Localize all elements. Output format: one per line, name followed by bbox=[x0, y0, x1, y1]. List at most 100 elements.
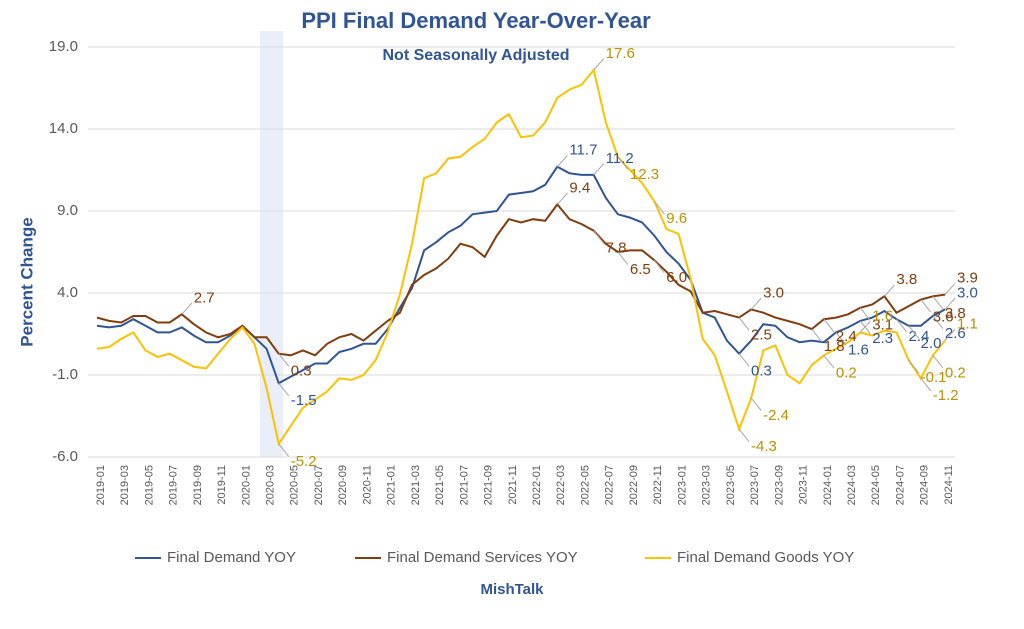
y-tick-label: 4.0 bbox=[57, 284, 78, 301]
x-tick-label: 2024-09 bbox=[919, 465, 931, 505]
leader-line bbox=[859, 307, 871, 321]
source: MishTalk bbox=[480, 581, 544, 598]
x-tick-label: 2023-01 bbox=[676, 465, 688, 505]
leader-line bbox=[811, 328, 823, 342]
x-tick-label: 2021-05 bbox=[434, 465, 446, 505]
data-label: -4.3 bbox=[751, 438, 777, 455]
leader-line bbox=[653, 259, 665, 274]
data-label: 6.0 bbox=[666, 269, 687, 286]
data-label: 0.3 bbox=[291, 363, 312, 380]
leader-line bbox=[750, 297, 762, 310]
x-tick-label: 2019-01 bbox=[95, 465, 107, 505]
y-tick-label: 9.0 bbox=[57, 202, 78, 219]
data-label: 1.1 bbox=[957, 316, 978, 333]
leader-line bbox=[738, 317, 750, 331]
leader-line bbox=[823, 355, 835, 369]
leader-line bbox=[593, 163, 605, 176]
x-tick-label: 2024-07 bbox=[894, 465, 906, 505]
leader-line bbox=[750, 397, 762, 411]
data-label: 2.5 bbox=[751, 327, 772, 344]
data-label: 3.8 bbox=[896, 271, 917, 288]
data-label: 9.4 bbox=[569, 179, 590, 196]
data-label: 3.8 bbox=[945, 305, 966, 322]
y-axis-label: Percent Change bbox=[17, 217, 36, 346]
data-label: 6.5 bbox=[630, 261, 651, 278]
data-label: 3.6 bbox=[933, 309, 954, 326]
x-tick-label: 2024-01 bbox=[822, 465, 834, 505]
data-label: 2.7 bbox=[194, 289, 215, 306]
leader-line bbox=[738, 428, 750, 443]
data-label: 0.2 bbox=[836, 364, 857, 381]
data-label: 2.6 bbox=[945, 325, 966, 342]
data-label: -5.2 bbox=[291, 453, 317, 470]
x-tick-label: 2019-03 bbox=[119, 465, 131, 505]
data-label: 3.0 bbox=[763, 284, 784, 301]
x-tick-label: 2019-09 bbox=[192, 465, 204, 505]
x-tick-label: 2022-11 bbox=[652, 465, 664, 505]
y-tick-label: 14.0 bbox=[49, 120, 78, 137]
data-label: -2.4 bbox=[763, 407, 789, 424]
x-tick-label: 2019-05 bbox=[143, 465, 155, 505]
leader-line bbox=[944, 297, 956, 310]
data-label: 7.8 bbox=[606, 240, 627, 257]
data-label: -0.1 bbox=[921, 369, 947, 386]
leader-line bbox=[908, 359, 920, 374]
series-line bbox=[96, 202, 946, 357]
legend-label: Final Demand Services YOY bbox=[387, 549, 578, 566]
leader-line bbox=[278, 382, 290, 397]
chart-subtitle: Not Seasonally Adjusted bbox=[383, 47, 570, 64]
leader-line bbox=[556, 192, 568, 205]
leader-line bbox=[617, 251, 629, 265]
leader-line bbox=[653, 200, 665, 215]
data-label: 9.6 bbox=[666, 210, 687, 227]
data-label: 1.6 bbox=[872, 307, 893, 324]
x-tick-label: 2021-09 bbox=[483, 465, 495, 505]
x-tick-label: 2020-07 bbox=[313, 465, 325, 505]
x-tick-label: 2023-09 bbox=[773, 465, 785, 505]
leader-line bbox=[932, 355, 944, 369]
x-tick-label: 2021-03 bbox=[410, 465, 422, 505]
leader-line bbox=[908, 325, 920, 339]
leader-line bbox=[859, 320, 871, 333]
y-tick-label: -1.0 bbox=[52, 366, 78, 383]
leader-line bbox=[932, 295, 944, 310]
x-tick-label: 2022-07 bbox=[604, 465, 616, 505]
leader-line bbox=[617, 156, 629, 170]
data-label: 0.2 bbox=[945, 364, 966, 381]
leader-line bbox=[593, 230, 605, 244]
x-tick-label: 2020-03 bbox=[265, 465, 277, 505]
data-label: -1.5 bbox=[291, 392, 317, 409]
leader-line bbox=[896, 318, 907, 333]
x-tick-label: 2020-09 bbox=[337, 465, 349, 505]
leader-line bbox=[593, 58, 605, 71]
legend-label: Final Demand Goods YOY bbox=[677, 549, 854, 566]
leader-line bbox=[920, 377, 932, 392]
x-tick-label: 2019-11 bbox=[216, 465, 228, 505]
x-tick-label: 2021-07 bbox=[458, 465, 470, 505]
y-tick-label: -6.0 bbox=[52, 448, 78, 465]
leader-line bbox=[920, 299, 932, 313]
x-tick-label: 2021-01 bbox=[386, 465, 398, 505]
leader-line bbox=[556, 155, 568, 168]
leader-line bbox=[738, 353, 750, 367]
legend-label: Final Demand YOY bbox=[167, 549, 296, 566]
data-label: -1.2 bbox=[933, 387, 959, 404]
leader-line bbox=[278, 353, 290, 367]
data-label: 17.6 bbox=[606, 45, 635, 62]
data-label: 11.7 bbox=[569, 142, 597, 159]
leader-line bbox=[835, 332, 847, 346]
x-tick-label: 2023-03 bbox=[701, 465, 713, 505]
leader-line bbox=[823, 318, 835, 333]
series-line bbox=[96, 165, 946, 385]
leader-line bbox=[278, 443, 290, 457]
x-tick-label: 2020-05 bbox=[289, 465, 301, 505]
x-tick-label: 2019-07 bbox=[168, 465, 180, 505]
x-tick-label: 2022-09 bbox=[628, 465, 640, 505]
x-tick-label: 2020-11 bbox=[361, 465, 373, 505]
chart-title: PPI Final Demand Year-Over-Year bbox=[301, 8, 651, 33]
x-tick-label: 2024-11 bbox=[943, 465, 955, 505]
data-label: 3.1 bbox=[872, 317, 893, 334]
leader-line bbox=[181, 302, 193, 315]
series-line bbox=[96, 67, 946, 447]
